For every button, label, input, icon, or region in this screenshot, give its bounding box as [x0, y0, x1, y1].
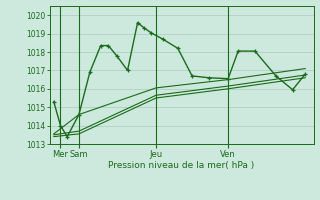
- X-axis label: Pression niveau de la mer( hPa ): Pression niveau de la mer( hPa ): [108, 161, 255, 170]
